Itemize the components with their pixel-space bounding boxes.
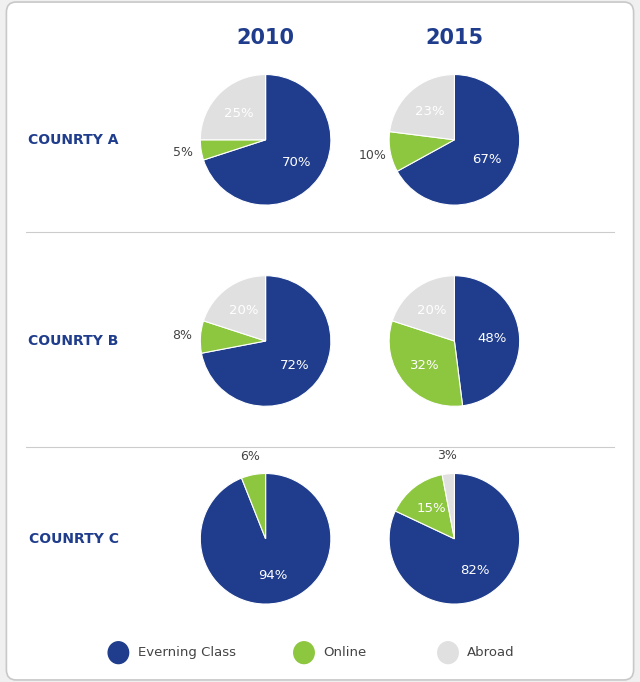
Text: COUNRTY B: COUNRTY B (28, 334, 119, 348)
Text: 3%: 3% (436, 449, 456, 462)
Text: 2015: 2015 (426, 27, 483, 48)
Text: 20%: 20% (228, 304, 258, 317)
Text: COUNRTY A: COUNRTY A (28, 133, 119, 147)
Text: 94%: 94% (258, 569, 287, 582)
Wedge shape (389, 473, 520, 604)
Wedge shape (397, 74, 520, 205)
Text: Abroad: Abroad (467, 646, 515, 659)
Text: 25%: 25% (224, 106, 253, 119)
FancyBboxPatch shape (6, 2, 634, 680)
Text: 6%: 6% (240, 450, 260, 463)
Text: COUNRTY C: COUNRTY C (29, 532, 118, 546)
Wedge shape (389, 321, 463, 406)
Text: Everning Class: Everning Class (138, 646, 236, 659)
Wedge shape (202, 276, 331, 406)
Wedge shape (204, 74, 331, 205)
Wedge shape (389, 132, 454, 171)
Text: Online: Online (323, 646, 367, 659)
Text: 48%: 48% (477, 332, 507, 345)
Wedge shape (204, 276, 266, 341)
Text: 8%: 8% (172, 329, 192, 342)
Text: 67%: 67% (472, 153, 502, 166)
Text: 20%: 20% (417, 304, 447, 317)
Wedge shape (200, 321, 266, 353)
Text: 70%: 70% (282, 155, 311, 168)
Text: 2010: 2010 (237, 27, 294, 48)
Text: 10%: 10% (358, 149, 387, 162)
Text: 15%: 15% (417, 503, 446, 516)
Wedge shape (200, 473, 331, 604)
Wedge shape (396, 475, 454, 539)
Circle shape (108, 642, 129, 664)
Text: 23%: 23% (415, 105, 444, 118)
Circle shape (438, 642, 458, 664)
Wedge shape (200, 140, 266, 160)
Text: 32%: 32% (410, 359, 440, 372)
Text: 5%: 5% (173, 147, 193, 160)
Wedge shape (454, 276, 520, 406)
Wedge shape (390, 74, 454, 140)
Wedge shape (241, 473, 266, 539)
Circle shape (294, 642, 314, 664)
Wedge shape (442, 473, 454, 539)
Wedge shape (392, 276, 454, 341)
Text: 72%: 72% (280, 359, 310, 372)
Text: 82%: 82% (460, 564, 490, 577)
Wedge shape (200, 74, 266, 140)
